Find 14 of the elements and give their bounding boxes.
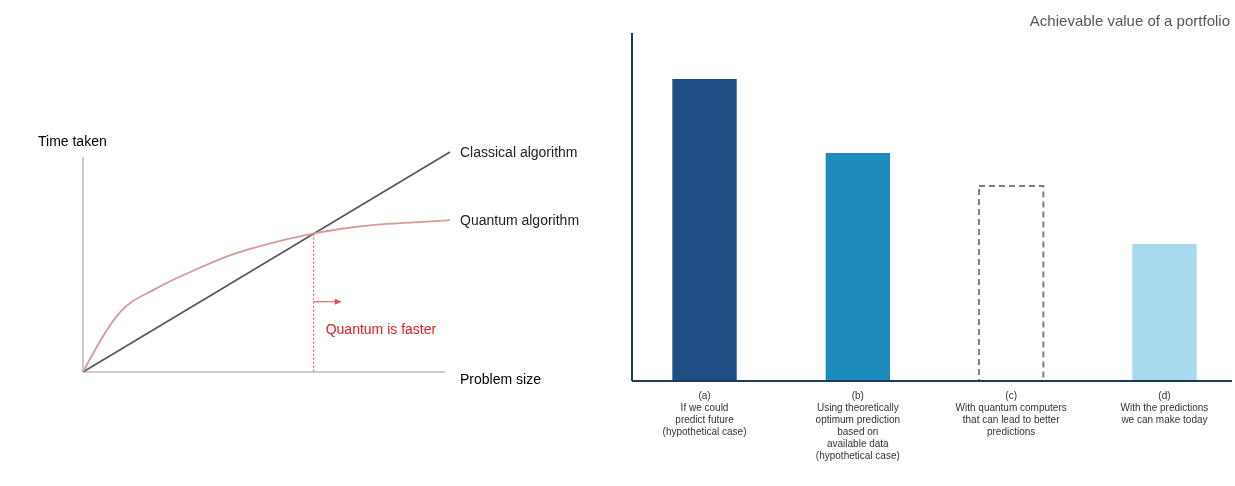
y-axis-title: Time taken: [38, 133, 107, 149]
bar: [977, 184, 1045, 382]
x-tick-label: (a) If we could predict future (hypothetical case): [662, 390, 747, 437]
x-tick-label: (b) Using theoretically optimum prediction based on available data (hypothetical case): [815, 390, 901, 461]
bar: [825, 152, 891, 381]
bar: [1132, 243, 1197, 381]
series-label: Quantum algorithm: [460, 212, 580, 229]
annotation: Quantum is faster: [325, 320, 437, 337]
x-tick-label: (d) With the predictions we can make today: [1120, 390, 1209, 425]
series-label: Classical algorithm: [460, 144, 578, 160]
x-tick-label: (c) With quantum computers that can lead to better predictions: [955, 390, 1067, 437]
x-axis-title: Problem size: [460, 371, 542, 387]
chart-title: Achievable value of a portfolio: [1029, 12, 1230, 29]
bar: [672, 79, 737, 381]
